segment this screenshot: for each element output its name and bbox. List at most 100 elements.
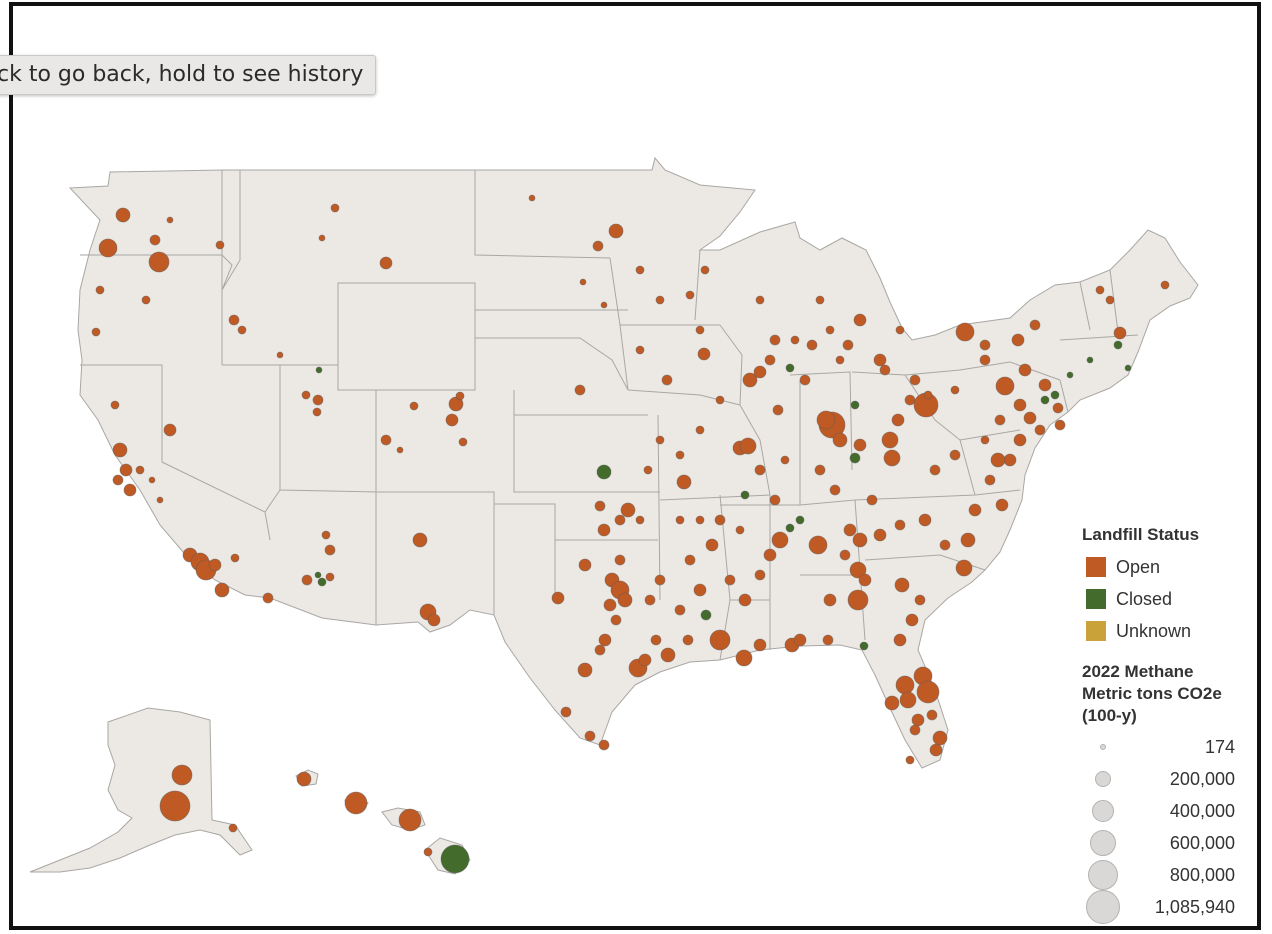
landfill-marker-closed[interactable] [317, 577, 327, 587]
landfill-marker-open[interactable] [620, 502, 636, 518]
landfill-marker-open[interactable] [832, 432, 848, 448]
landfill-marker-open[interactable] [1105, 295, 1115, 305]
landfill-marker-open[interactable] [301, 390, 311, 400]
landfill-marker-closed[interactable] [740, 490, 750, 500]
landfill-marker-open[interactable] [380, 434, 392, 446]
landfill-marker-closed[interactable] [700, 609, 712, 621]
landfill-marker-open[interactable] [929, 464, 941, 476]
landfill-marker-open[interactable] [301, 574, 313, 586]
landfill-marker-open[interactable] [1013, 433, 1027, 447]
landfill-marker-open[interactable] [635, 345, 645, 355]
landfill-marker-open[interactable] [608, 223, 624, 239]
landfill-marker-open[interactable] [979, 354, 991, 366]
landfill-marker-open[interactable] [842, 339, 854, 351]
landfill-marker-open[interactable] [676, 474, 692, 490]
landfill-marker-open[interactable] [853, 438, 867, 452]
landfill-marker-open[interactable] [598, 739, 610, 751]
landfill-marker-open[interactable] [577, 662, 593, 678]
landfill-marker-open[interactable] [412, 532, 428, 548]
landfill-marker-closed[interactable] [849, 452, 861, 464]
landfill-marker-closed[interactable] [1040, 395, 1050, 405]
landfill-marker-open[interactable] [873, 528, 887, 542]
landfill-marker-closed[interactable] [785, 363, 795, 373]
landfill-marker-open[interactable] [98, 238, 118, 258]
landfill-marker-open[interactable] [1113, 326, 1127, 340]
landfill-marker-open[interactable] [123, 483, 137, 497]
landfill-marker-open[interactable] [597, 523, 611, 537]
landfill-marker-open[interactable] [660, 647, 676, 663]
landfill-marker-open[interactable] [769, 334, 781, 346]
landfill-marker-open[interactable] [1095, 285, 1105, 295]
landfill-marker-open[interactable] [614, 514, 626, 526]
landfill-marker-open[interactable] [228, 314, 240, 326]
landfill-marker-open[interactable] [1029, 319, 1041, 331]
landfill-marker-open[interactable] [91, 327, 101, 337]
landfill-marker-closed[interactable] [1050, 390, 1060, 400]
landfill-marker-open[interactable] [171, 764, 193, 786]
landfill-marker-open[interactable] [610, 614, 622, 626]
landfill-marker-open[interactable] [829, 484, 841, 496]
landfill-marker-open[interactable] [799, 374, 811, 386]
landfill-marker-open[interactable] [325, 572, 335, 582]
landfill-marker-open[interactable] [661, 374, 673, 386]
landfill-marker-closed[interactable] [1086, 356, 1094, 364]
landfill-marker-open[interactable] [135, 465, 145, 475]
landfill-marker-open[interactable] [697, 347, 711, 361]
landfill-marker-open[interactable] [237, 325, 247, 335]
landfill-marker-open[interactable] [654, 574, 666, 586]
landfill-marker-open[interactable] [932, 730, 948, 746]
landfill-marker-open[interactable] [228, 823, 238, 833]
landfill-marker-open[interactable] [905, 613, 919, 627]
landfill-marker-closed[interactable] [1124, 364, 1132, 372]
landfill-marker-open[interactable] [148, 251, 170, 273]
landfill-marker-open[interactable] [112, 442, 128, 458]
landfill-marker-open[interactable] [755, 295, 765, 305]
landfill-marker-open[interactable] [980, 435, 990, 445]
landfill-marker-open[interactable] [682, 634, 694, 646]
landfill-marker-open[interactable] [994, 414, 1006, 426]
landfill-marker-open[interactable] [822, 634, 834, 646]
landfill-marker-open[interactable] [650, 634, 662, 646]
landfill-marker-open[interactable] [780, 455, 790, 465]
landfill-marker-open[interactable] [825, 325, 835, 335]
landfill-marker-open[interactable] [894, 519, 906, 531]
landfill-marker-open[interactable] [916, 680, 940, 704]
landfill-marker-open[interactable] [230, 553, 240, 563]
landfill-marker-open[interactable] [156, 496, 164, 504]
landfill-marker-open[interactable] [823, 593, 837, 607]
landfill-marker-open[interactable] [594, 644, 606, 656]
landfill-marker-open[interactable] [709, 629, 731, 651]
landfill-marker-open[interactable] [695, 515, 705, 525]
landfill-marker-open[interactable] [598, 633, 612, 647]
landfill-marker-open[interactable] [603, 598, 617, 612]
landfill-marker-closed[interactable] [785, 523, 795, 533]
landfill-marker-open[interactable] [208, 558, 222, 572]
landfill-marker-open[interactable] [321, 530, 331, 540]
landfill-marker-open[interactable] [918, 513, 932, 527]
landfill-marker-open[interactable] [754, 464, 766, 476]
landfill-marker-open[interactable] [735, 525, 745, 535]
landfill-marker-open[interactable] [881, 431, 899, 449]
landfill-marker-open[interactable] [330, 203, 340, 213]
landfill-marker-open[interactable] [995, 498, 1009, 512]
landfill-marker-open[interactable] [995, 376, 1015, 396]
landfill-marker-open[interactable] [714, 514, 726, 526]
landfill-marker-closed[interactable] [314, 571, 322, 579]
landfill-marker-open[interactable] [635, 515, 645, 525]
landfill-marker-open[interactable] [159, 790, 191, 822]
landfill-marker-open[interactable] [594, 500, 606, 512]
landfill-marker-closed[interactable] [795, 515, 805, 525]
landfill-marker-open[interactable] [835, 355, 845, 365]
landfill-marker-closed[interactable] [315, 366, 323, 374]
landfill-marker-closed[interactable] [596, 464, 612, 480]
landfill-marker-open[interactable] [769, 494, 781, 506]
landfill-marker-open[interactable] [914, 594, 926, 606]
landfill-marker-open[interactable] [551, 591, 565, 605]
landfill-marker-open[interactable] [655, 435, 665, 445]
landfill-marker-open[interactable] [968, 503, 982, 517]
landfill-marker-open[interactable] [939, 539, 951, 551]
landfill-marker-open[interactable] [163, 423, 177, 437]
landfill-marker-open[interactable] [790, 335, 800, 345]
landfill-marker-open[interactable] [905, 755, 915, 765]
landfill-marker-open[interactable] [148, 476, 156, 484]
